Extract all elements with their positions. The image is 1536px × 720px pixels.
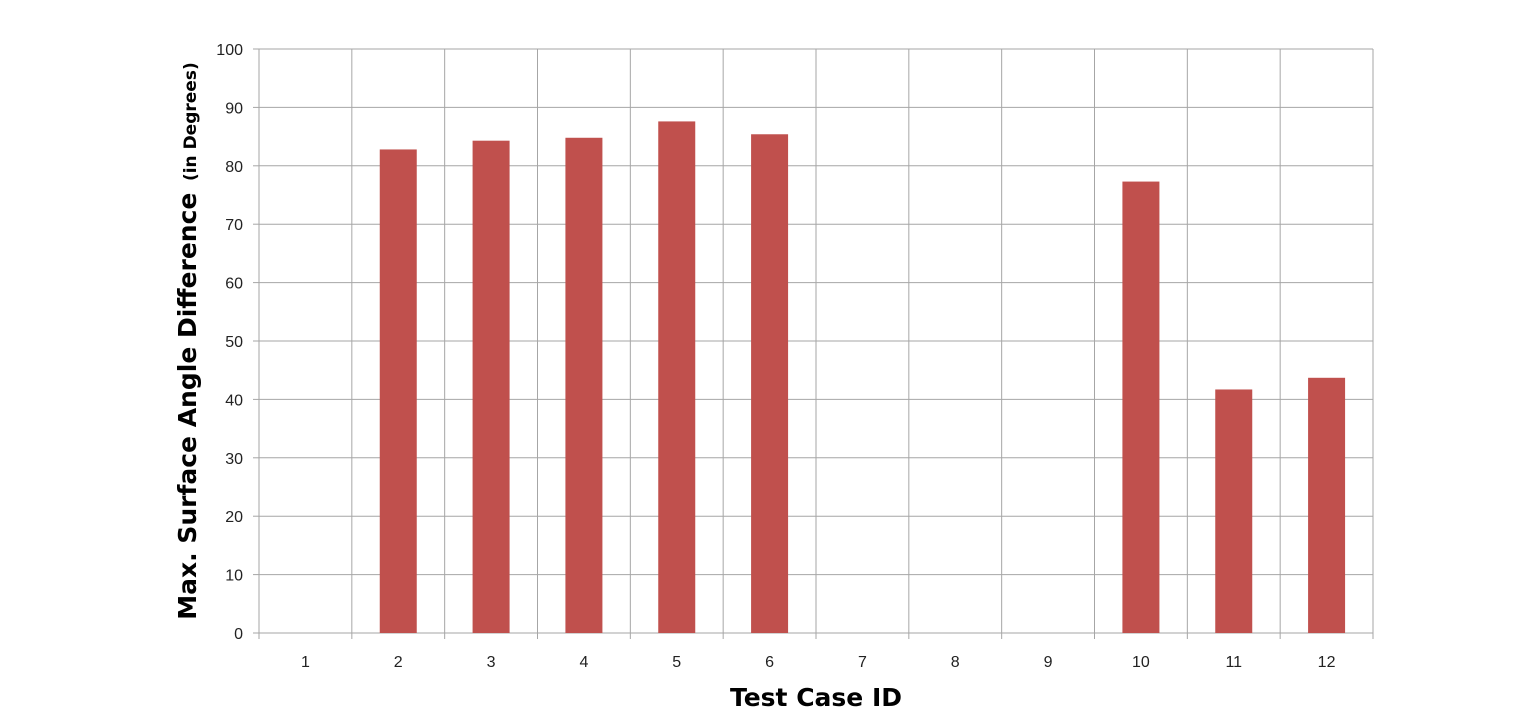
bar-case-12 [1308, 377, 1346, 633]
y-axis-title: Max. Surface Angle Difference (in Degree… [173, 62, 202, 619]
bars [379, 121, 1346, 634]
x-tick-label: 2 [394, 654, 403, 671]
y-axis-title-sub: (in Degrees) [181, 62, 201, 181]
bar-case-6 [751, 134, 789, 634]
x-tick-label: 7 [858, 654, 867, 671]
x-tick-label: 3 [487, 654, 496, 671]
y-tick-label: 20 [225, 509, 243, 526]
x-tick-label: 12 [1318, 654, 1336, 671]
x-tick-label: 6 [765, 654, 774, 671]
bar-case-10 [1122, 181, 1160, 633]
bar-case-5 [658, 121, 696, 633]
bar-case-4 [565, 137, 603, 633]
x-tick-label: 10 [1132, 654, 1150, 671]
x-tick-label: 8 [951, 654, 960, 671]
y-tick-label: 90 [225, 100, 243, 117]
gridlines [253, 48, 1374, 639]
y-tick-label: 100 [216, 42, 243, 59]
y-tick-label: 0 [234, 626, 243, 643]
bar-case-11 [1215, 389, 1253, 633]
x-tick-label: 9 [1044, 654, 1053, 671]
x-tick-label: 11 [1225, 654, 1242, 671]
x-tick-label: 1 [301, 654, 310, 671]
x-axis-tick-labels: 1 2 3 4 5 6 7 8 9 10 11 12 [301, 654, 1336, 671]
y-tick-label: 30 [225, 451, 243, 468]
x-tick-label: 5 [672, 654, 681, 671]
y-tick-label: 80 [225, 159, 243, 176]
x-axis-title: Test Case ID [730, 683, 902, 712]
y-axis-tick-labels: 0 10 20 30 40 50 60 70 80 90 100 [216, 42, 243, 643]
y-tick-label: 10 [225, 568, 243, 585]
bar-case-2 [379, 149, 417, 633]
y-tick-label: 40 [225, 392, 243, 409]
x-tick-label: 4 [579, 654, 588, 671]
y-axis-title-main: Max. Surface Angle Difference [173, 193, 202, 620]
y-tick-label: 60 [225, 276, 243, 293]
y-tick-label: 70 [225, 217, 243, 234]
y-tick-label: 50 [225, 334, 243, 351]
bar-case-3 [472, 140, 510, 634]
